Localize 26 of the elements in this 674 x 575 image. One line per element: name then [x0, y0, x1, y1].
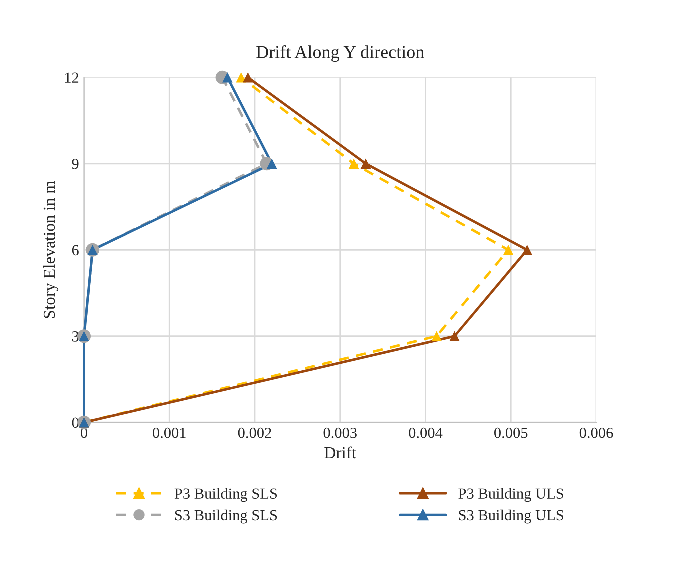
point — [503, 244, 514, 256]
x-tick-label: 0.004 — [409, 428, 443, 438]
legend-label: P3 Building ULS — [458, 488, 564, 502]
y-tick-label: 6 — [72, 245, 79, 256]
y-tick-label: 3 — [72, 332, 79, 342]
legend-label: S3 Building ULS — [459, 510, 564, 524]
point — [360, 158, 372, 170]
y-tick-label: 12 — [65, 72, 79, 83]
point — [348, 158, 360, 170]
x-tick-label: 0.002 — [238, 428, 272, 438]
y-tick-label: 9 — [72, 159, 79, 170]
x-tick-label: 0.003 — [324, 428, 357, 438]
x-axis-title: Drift — [324, 446, 356, 459]
point — [522, 244, 532, 256]
x-tick-label: 0.001 — [153, 428, 186, 438]
point — [266, 158, 278, 170]
point — [243, 72, 254, 83]
point — [222, 72, 233, 83]
x-tick-label: 0.006 — [580, 428, 614, 438]
point — [450, 331, 460, 342]
x-tick-label: 0.005 — [494, 428, 528, 438]
legend-label: P3 Building SLS — [174, 488, 278, 502]
point — [432, 331, 442, 342]
legend-label: S3 Building SLS — [175, 510, 278, 524]
chart-title: Drift Along Y direction — [256, 45, 424, 62]
y-axis-title: Story Elevation in m — [43, 181, 59, 318]
